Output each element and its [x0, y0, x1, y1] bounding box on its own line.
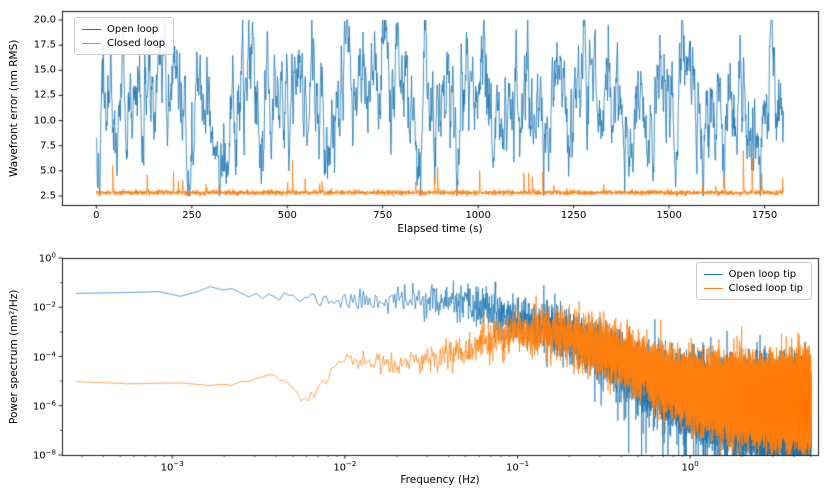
figure: Wavefront error (nm RMS) Elapsed time (s…	[0, 0, 830, 498]
chart-canvas	[0, 0, 830, 498]
